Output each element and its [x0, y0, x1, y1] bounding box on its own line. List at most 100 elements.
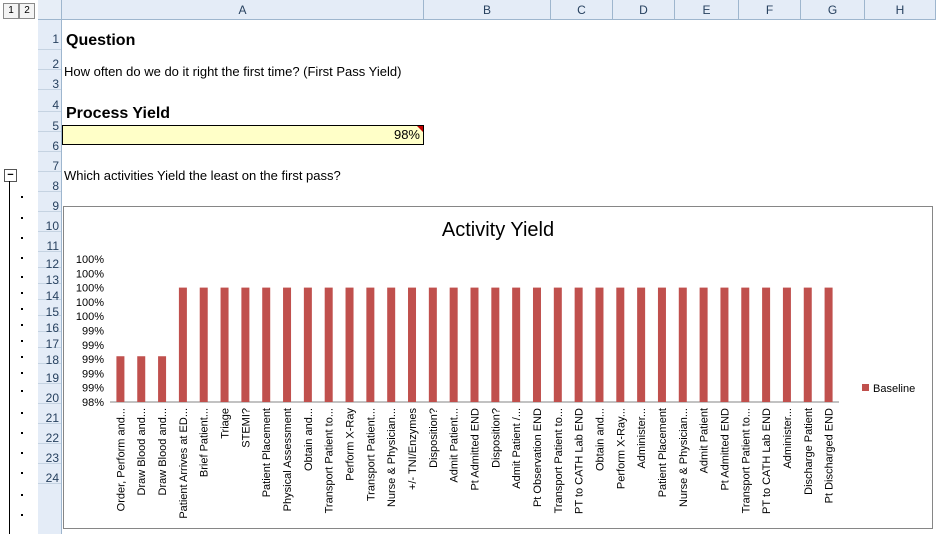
x-tick-label: STEMI? — [240, 408, 252, 448]
row-header-14[interactable]: 14 — [38, 284, 61, 303]
bar-19[interactable] — [491, 287, 500, 402]
x-tick-label: Disposition? — [490, 408, 502, 468]
activity-yield-chart[interactable]: Activity Yield 98% 99% 99% 99% 99% 99% 100% 100… — [63, 206, 933, 529]
row-header-13[interactable]: 13 — [38, 268, 61, 287]
bar-32[interactable] — [762, 287, 771, 402]
outline-collapse-button[interactable]: − — [4, 169, 17, 182]
bar-23[interactable] — [574, 287, 583, 402]
column-header-d[interactable]: D — [613, 0, 675, 20]
bar-2[interactable] — [137, 356, 146, 402]
bar-8[interactable] — [262, 287, 271, 402]
process-yield-value-cell[interactable]: 98% — [62, 125, 424, 145]
row-header-16[interactable]: 16 — [38, 316, 61, 335]
x-tick-label: +/- TNI/Enzymes — [407, 408, 419, 491]
column-header-e[interactable]: E — [675, 0, 739, 20]
x-tick-label: Perform X-Ray... — [615, 408, 627, 489]
bar-18[interactable] — [470, 287, 479, 402]
bar-4[interactable] — [178, 287, 187, 402]
column-header-b[interactable]: B — [424, 0, 551, 20]
x-tick-label: Transport Patient... — [365, 408, 377, 501]
bar-17[interactable] — [449, 287, 458, 402]
outline-level-2-button[interactable]: 2 — [19, 3, 35, 19]
bar-13[interactable] — [366, 287, 375, 402]
bar-16[interactable] — [428, 287, 437, 402]
y-tick-label: 98% — [82, 397, 104, 409]
outline-level-1-button[interactable]: 1 — [3, 3, 19, 19]
select-all-corner[interactable] — [38, 0, 62, 20]
row-header-10[interactable]: 10 — [38, 212, 61, 233]
y-tick-label: 99% — [82, 354, 104, 366]
row-header-23[interactable]: 23 — [38, 444, 61, 465]
bar-14[interactable] — [387, 287, 396, 402]
row-header-15[interactable]: 15 — [38, 300, 61, 319]
bar-1[interactable] — [116, 356, 125, 402]
bar-5[interactable] — [199, 287, 208, 402]
bar-10[interactable] — [303, 287, 312, 402]
y-tick-label: 100% — [76, 311, 104, 323]
outline-detail-dot — [21, 494, 23, 496]
bar-3[interactable] — [158, 356, 167, 402]
bar-9[interactable] — [283, 287, 292, 402]
bar-30[interactable] — [720, 287, 729, 402]
outline-detail-dot — [21, 472, 23, 474]
x-tick-label: Nurse & Physician... — [386, 408, 398, 507]
bar-26[interactable] — [637, 287, 646, 402]
column-header-c[interactable]: C — [551, 0, 613, 20]
row-header-18[interactable]: 18 — [38, 348, 61, 367]
row-header-6[interactable]: 6 — [38, 132, 61, 153]
row-header-4[interactable]: 4 — [38, 90, 61, 112]
bar-31[interactable] — [741, 287, 750, 402]
x-tick-label: Perform X-Ray — [345, 408, 357, 481]
bar-24[interactable] — [595, 287, 604, 402]
y-tick-label: 100% — [76, 268, 104, 280]
legend-swatch — [862, 384, 869, 391]
x-tick-label: Patient Arrives at ED... — [178, 408, 190, 519]
legend-label: Baseline — [873, 383, 915, 395]
x-tick-label: Discharge Patient — [803, 408, 815, 495]
bar-29[interactable] — [699, 287, 708, 402]
bar-27[interactable] — [657, 287, 666, 402]
row-header-17[interactable]: 17 — [38, 332, 61, 351]
outline-detail-dot — [21, 340, 23, 342]
row-header-21[interactable]: 21 — [38, 404, 61, 425]
bar-15[interactable] — [408, 287, 417, 402]
row-header-2[interactable]: 2 — [38, 50, 61, 71]
bar-20[interactable] — [512, 287, 521, 402]
bar-34[interactable] — [803, 287, 812, 402]
column-header-f[interactable]: F — [739, 0, 801, 20]
bar-25[interactable] — [616, 287, 625, 402]
row-header-22[interactable]: 22 — [38, 424, 61, 445]
row-header-11[interactable]: 11 — [38, 232, 61, 253]
row-header-8[interactable]: 8 — [38, 172, 61, 193]
bar-12[interactable] — [345, 287, 354, 402]
row-header-20[interactable]: 20 — [38, 384, 61, 405]
column-header-g[interactable]: G — [801, 0, 865, 20]
bar-7[interactable] — [241, 287, 250, 402]
outline-detail-dot — [21, 196, 23, 198]
question-heading[interactable]: Question — [66, 32, 136, 49]
row-header-9[interactable]: 9 — [38, 192, 61, 213]
row-header-1[interactable]: 1 — [38, 20, 61, 50]
row-header-19[interactable]: 19 — [38, 364, 61, 385]
bar-6[interactable] — [220, 287, 229, 402]
y-tick-label: 99% — [82, 340, 104, 352]
process-yield-heading[interactable]: Process Yield — [66, 105, 171, 122]
row-header-7[interactable]: 7 — [38, 152, 61, 173]
bar-11[interactable] — [324, 287, 333, 402]
column-header-a[interactable]: A — [62, 0, 424, 20]
row-header-3[interactable]: 3 — [38, 70, 61, 91]
bar-28[interactable] — [678, 287, 687, 402]
bar-33[interactable] — [782, 287, 791, 402]
column-header-h[interactable]: H — [865, 0, 936, 20]
row-header-24[interactable]: 24 — [38, 464, 61, 485]
bar-22[interactable] — [553, 287, 562, 402]
activities-question-text[interactable]: Which activities Yield the least on the … — [64, 168, 341, 183]
bar-35[interactable] — [824, 287, 833, 402]
row-header-5[interactable]: 5 — [38, 112, 61, 133]
y-tick-label: 99% — [82, 368, 104, 380]
row-header-12[interactable]: 12 — [38, 252, 61, 271]
outline-gutter: 1 2 − — [0, 0, 38, 534]
bar-21[interactable] — [532, 287, 541, 402]
question-text[interactable]: How often do we do it right the first ti… — [64, 64, 402, 79]
